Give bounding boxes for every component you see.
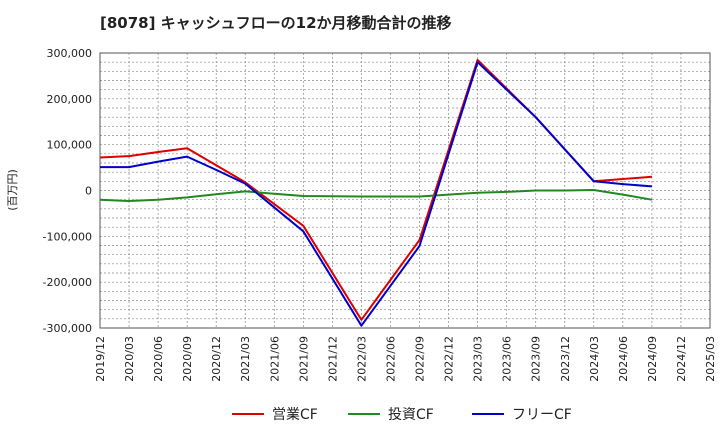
x-tick-label: 2024/12 [675,336,688,382]
x-tick-label: 2024/03 [588,336,601,382]
x-tick-label: 2023/09 [530,336,543,382]
y-tick-label: 300,000 [47,47,93,60]
x-tick-label: 2020/03 [123,336,136,382]
x-tick-label: 2022/12 [443,336,456,382]
y-axis-label: (百万円) [6,169,19,211]
x-axis-ticks: 2019/12 2020/03 2020/06 2020/09 2020/12 2021/… [94,336,717,382]
y-tick-label: 0 [85,185,92,198]
x-tick-label: 2020/12 [210,336,223,382]
x-tick-label: 2024/06 [617,336,630,382]
x-tick-label: 2023/03 [472,336,485,382]
legend: 営業CF 投資CF フリーCF [232,407,572,423]
x-tick-label: 2023/06 [501,336,514,382]
x-tick-label: 2020/09 [181,336,194,382]
y-tick-label: -100,000 [43,230,92,243]
x-tick-label: 2019/12 [94,336,107,382]
legend-label: 営業CF [272,407,318,423]
legend-label: フリーCF [512,407,572,423]
grid [100,53,710,328]
x-tick-label: 2022/03 [355,336,368,382]
x-tick-label: 2020/06 [152,336,165,382]
chart-title: [8078] キャッシュフローの12か月移動合計の推移 [100,14,452,32]
plot-frame [99,52,711,329]
x-tick-label: 2021/12 [326,336,339,382]
legend-label: 投資CF [388,407,434,423]
y-tick-label: 200,000 [47,93,93,106]
x-tick-label: 2024/09 [646,336,659,382]
x-tick-label: 2021/03 [239,336,252,382]
x-tick-label: 2025/03 [704,336,717,382]
x-tick-label: 2022/09 [414,336,427,382]
y-axis-ticks: 300,000 200,000 100,000 0 -100,000 -200,000 -3… [43,47,92,335]
x-tick-label: 2023/12 [559,336,572,382]
x-tick-label: 2022/06 [384,336,397,382]
series-line [99,189,653,202]
y-tick-label: 100,000 [47,139,93,152]
x-tick-label: 2021/06 [268,336,281,382]
y-tick-label: -200,000 [43,276,92,289]
series-line [100,61,652,327]
x-tick-label: 2021/09 [297,336,310,382]
series-lines [99,58,653,327]
y-tick-label: -300,000 [43,322,92,335]
